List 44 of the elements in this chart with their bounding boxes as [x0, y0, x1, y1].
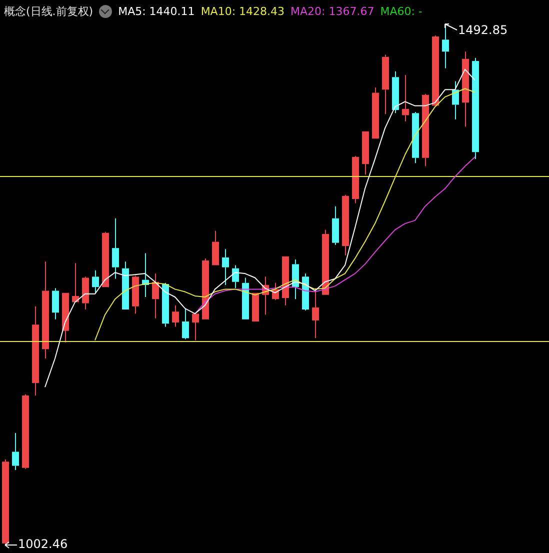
- candlestick: [192, 312, 199, 341]
- text: MA5: 1440.11: [118, 4, 195, 18]
- text: MA20: 1367.67: [290, 4, 374, 18]
- candlestick: [372, 87, 379, 139]
- candlestick: [402, 74, 409, 122]
- candlestick: [352, 155, 359, 204]
- candlestick: [132, 275, 139, 314]
- annotation: 1002.46: [18, 537, 68, 552]
- candlestick: [472, 57, 479, 160]
- candlestick: [322, 229, 329, 295]
- candlestick: [232, 264, 239, 289]
- candlestick: [212, 230, 219, 266]
- candlestick: [332, 206, 339, 246]
- candlestick: [242, 277, 249, 320]
- candlestick: [22, 394, 29, 470]
- candlestick: [182, 308, 189, 340]
- candlestick: [92, 270, 99, 294]
- candlestick: [32, 306, 39, 396]
- candlestick: [122, 261, 129, 310]
- legend-label: MA60: -: [380, 4, 422, 18]
- candlestick: [202, 258, 209, 320]
- candlestick: [342, 194, 349, 256]
- candlestick: [222, 248, 229, 286]
- candlestick: [52, 288, 59, 320]
- candlestick: [302, 273, 309, 312]
- candlestick: [382, 54, 389, 115]
- annotation: 1492.85: [458, 23, 508, 38]
- candlestick: [102, 231, 109, 288]
- candlestick: [392, 70, 399, 114]
- candlestick: [452, 80, 459, 120]
- candlestick: [172, 304, 179, 328]
- candlestick: [42, 261, 49, 359]
- candlestick: [312, 288, 319, 339]
- candlestick: [112, 218, 119, 280]
- chart-title: 概念(日线.前复权): [4, 4, 94, 18]
- candlestick: [412, 112, 419, 164]
- candlestick: [432, 34, 439, 106]
- candlestick: [442, 24, 449, 69]
- candlestick: [422, 93, 429, 167]
- candlestick: [12, 432, 19, 470]
- candlestick: [82, 276, 89, 310]
- candlestick: [462, 51, 469, 128]
- candlestick: [282, 256, 289, 306]
- text: MA10: 1428.43: [200, 4, 285, 18]
